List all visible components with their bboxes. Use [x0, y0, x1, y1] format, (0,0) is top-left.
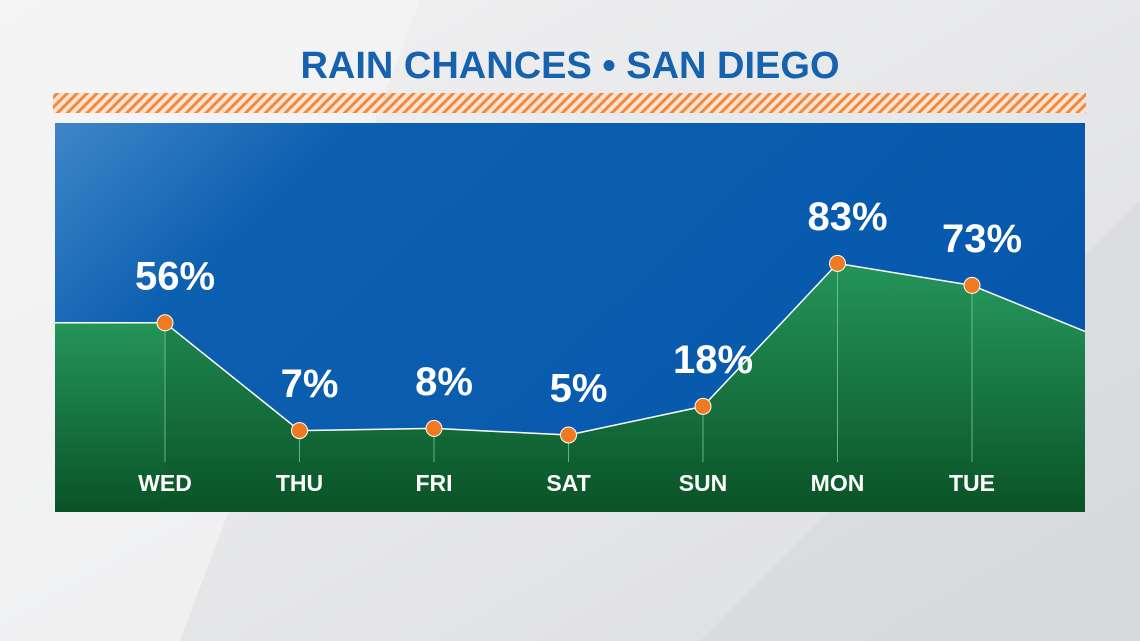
- x-tick-label: SAT: [546, 470, 590, 496]
- area-edge: [55, 322, 165, 512]
- edge-line: [971, 284, 1085, 333]
- point: [156, 314, 174, 332]
- chart-title: RAIN CHANCES • SAN DIEGO: [300, 45, 839, 87]
- x-tick-label: FRI: [415, 470, 452, 496]
- x-tick-label: THU: [276, 470, 323, 496]
- value-label: 73%: [942, 217, 1022, 261]
- point: [829, 254, 846, 272]
- value-label: 5%: [550, 367, 608, 411]
- point: [694, 397, 712, 415]
- x-tick-label: MON: [811, 470, 865, 496]
- point: [963, 276, 981, 294]
- point: [425, 419, 443, 437]
- point: [560, 426, 577, 444]
- value-label: 8%: [415, 360, 473, 404]
- value-label: 18%: [673, 338, 753, 382]
- value-label: 7%: [281, 362, 339, 406]
- x-tick-label: TUE: [949, 470, 995, 496]
- area: [165, 263, 972, 512]
- point: [291, 422, 308, 440]
- value-label: 83%: [807, 195, 887, 239]
- x-tick-label: SUN: [679, 470, 728, 496]
- hatch-stripe: [53, 93, 1086, 113]
- area-edge: [972, 285, 1085, 512]
- plot: 56% WED 7% THU 8% FRI 5% SAT 18% SUN 83% MON 73% TUE: [55, 195, 1085, 512]
- x-tick-label: WED: [138, 470, 192, 496]
- value-label: 56%: [135, 254, 215, 298]
